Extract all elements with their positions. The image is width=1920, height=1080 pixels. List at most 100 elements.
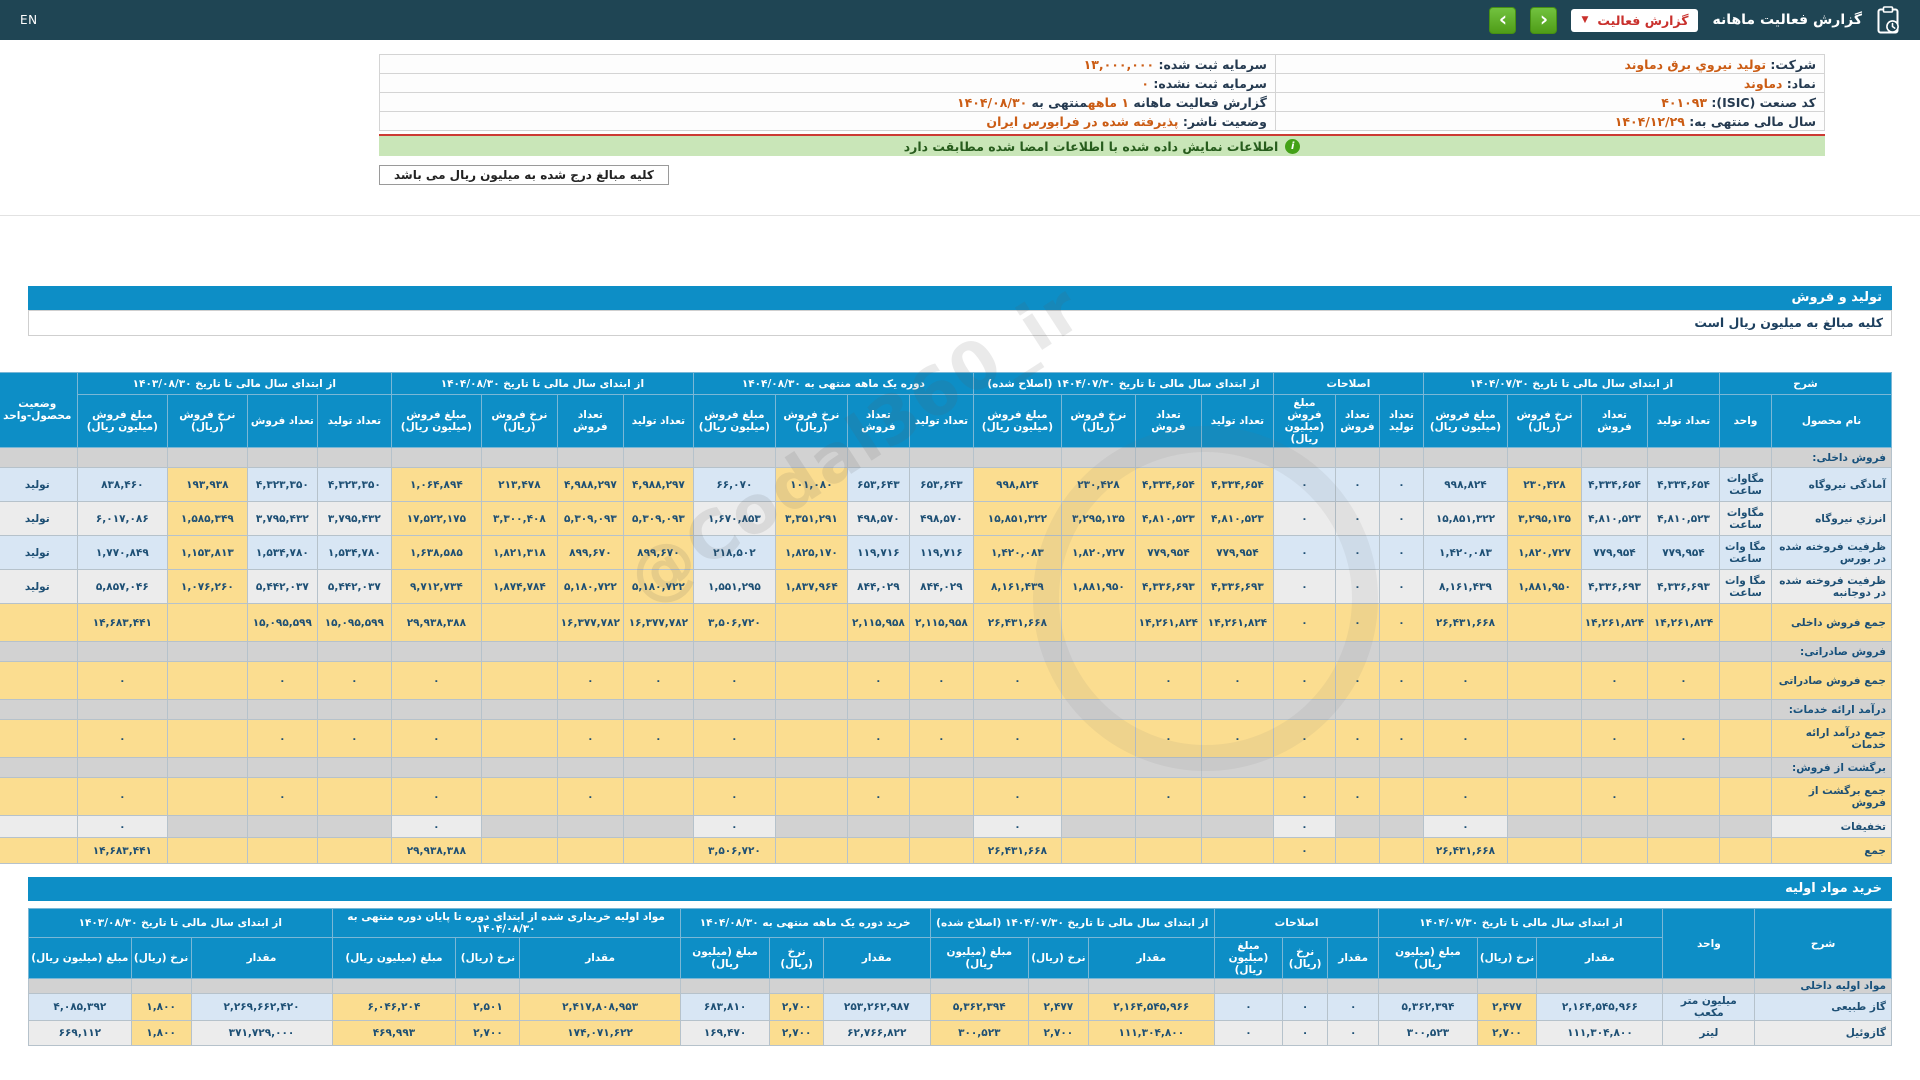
cell [1334,699,1380,720]
cell [480,837,558,864]
amounts-note-box: کلیه مبالغ درج شده به میلیون ریال می باش… [379,165,669,185]
cell: ۱۵,۸۵۱,۳۲۲ [1422,501,1509,536]
unit-cell [1719,641,1772,662]
column-header: تعداد فروش [1134,394,1202,448]
status-cell [0,641,78,662]
cell: ۳,۷۹۵,۴۳۲ [316,501,392,536]
info-value: ۴۰۱۰۹۳ [1661,94,1708,110]
cell [1581,641,1648,662]
cell: ۰ [556,661,624,700]
cell: ۰ [908,719,974,758]
cell: ۰ [316,661,392,700]
cell [1378,815,1424,838]
cell: ۱,۵۵۱,۲۹۵ [692,569,776,604]
cell [455,978,521,994]
cell: ۲۱۸,۵۰۲ [692,535,776,570]
cell [1334,757,1380,778]
column-header: از ابتدای سال مالی تا تاریخ ۱۴۰۴/۰۸/۳۰ [390,372,694,395]
report-type-dropdown[interactable]: گزارش فعالیت ▼ [1571,8,1699,32]
column-header: تعداد تولید [1200,394,1274,448]
cell [908,815,974,838]
cell: ۰ [316,719,392,758]
column-header: مبلغ (میلیون ریال) [331,937,457,979]
cell [1507,641,1582,662]
cell: ۰ [846,661,910,700]
info-cell: وضعیت ناشر: پذیرفته شده در فرابورس ایران [379,111,1276,131]
cell [1507,837,1582,864]
cell: ۱۴,۲۶۱,۸۲۴ [1647,603,1720,642]
cell [1200,837,1274,864]
cell [1647,777,1720,816]
cell [1507,815,1582,838]
cell [846,447,910,468]
column-header: تعداد تولید [316,394,392,448]
unit-cell [1719,699,1772,720]
section-label: برگشت از فروش: [1771,757,1892,778]
cell [480,719,558,758]
cell: ۴,۳۳۶,۶۹۳ [1647,569,1720,604]
column-header: مقدار [1327,937,1380,979]
cell [622,757,694,778]
cell [480,777,558,816]
cell [246,757,318,778]
raw-materials-band: خرید مواد اولیه [28,877,1892,901]
cell [1581,699,1648,720]
cell: ۱,۵۳۴,۷۸۰ [316,535,392,570]
cell: ۴,۳۲۳,۳۵۰ [316,467,392,502]
unit-cell: لیتر [1662,1020,1756,1046]
cell [908,641,974,662]
unit-cell: مگاوات ساعت [1719,501,1772,536]
language-switch-en[interactable]: EN [20,13,38,27]
cell [774,661,848,700]
info-label: وضعیت ناشر: [1178,113,1267,129]
cell [316,757,392,778]
cell [774,837,848,864]
cell [1087,978,1215,994]
cell: ۰ [1378,501,1424,536]
column-header: مبلغ (میلیون ریال) [28,937,132,979]
cell [556,699,624,720]
chevron-right-icon: › [1539,6,1549,31]
cell [166,815,248,838]
row-label: جمع فروش داخلی [1771,603,1892,642]
cell [130,978,192,994]
cell [846,699,910,720]
cell: ۰ [622,719,694,758]
prev-report-button[interactable]: ‹ [1489,6,1517,34]
column-header: مبلغ (میلیون ریال) [1378,937,1478,979]
cell [316,699,392,720]
cell [1422,641,1509,662]
status-cell: تولید [0,501,78,536]
cell: ۲۳۰,۴۲۸ [1507,467,1582,502]
cell [316,777,392,816]
cell: ۴,۳۳۶,۶۹۳ [1134,569,1202,604]
column-header: نرخ فروش (ریال) [1060,394,1136,448]
cell [846,641,910,662]
cell: ۰ [76,815,168,838]
cell: ۱۴,۲۶۱,۸۲۴ [1200,603,1274,642]
cell: ۵,۸۵۷,۰۴۶ [76,569,168,604]
cell [622,837,694,864]
cell: ۴۶۹,۹۹۳ [331,1020,457,1046]
row-label: جمع [1771,837,1892,864]
cell [622,777,694,816]
cell: ۱,۵۳۴,۷۸۰ [246,535,318,570]
cell: ۰ [556,719,624,758]
cell: ۶۵۳,۶۴۳ [846,467,910,502]
cell: ۶۶,۰۷۰ [692,467,776,502]
cell [1507,447,1582,468]
cell: ۰ [246,777,318,816]
cell: ۱۴,۲۶۱,۸۲۴ [1134,603,1202,642]
chevron-left-icon: ‹ [1498,6,1508,31]
column-header: مبلغ (میلیون ریال) [929,937,1029,979]
section-divider [0,215,1920,216]
info-value: ۱۳,۰۰۰,۰۰۰ [1083,56,1155,72]
column-header: مبلغ فروش (میلیون ریال) [972,394,1062,448]
row-label: انرژي نیروگاه [1771,501,1892,536]
column-header: از ابتدای سال مالی تا تاریخ ۱۴۰۴/۰۷/۳۰ (… [929,908,1215,938]
cell: ۳,۷۹۵,۴۳۲ [246,501,318,536]
info-icon: i [1285,138,1301,154]
info-value: ۱ ماهه [1087,94,1130,110]
cell: ۰ [1334,569,1380,604]
next-report-button[interactable]: › [1530,6,1558,34]
